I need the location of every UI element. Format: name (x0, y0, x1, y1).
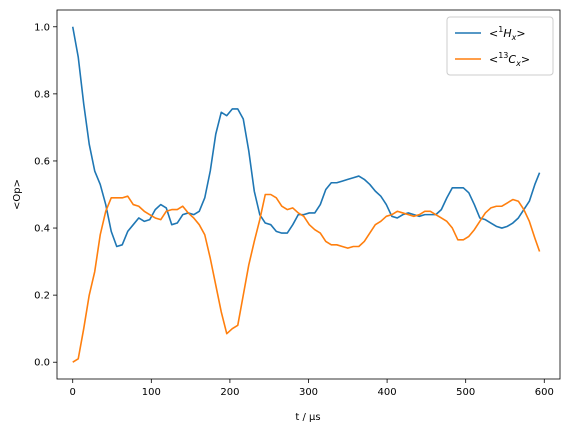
series-line-0 (71, 26, 541, 248)
y-tick-label: 0.2 (34, 291, 50, 302)
x-tick-label: 300 (299, 387, 318, 398)
legend-label-1: <13Cx> (489, 51, 530, 68)
plot-lines (71, 26, 541, 363)
x-axis-label: t / μs (295, 412, 320, 423)
y-axis-label: <Op> (12, 179, 23, 210)
y-tick-label: 0.8 (34, 89, 50, 100)
x-tick-label: 400 (378, 387, 397, 398)
y-tick-label: 0.4 (34, 224, 50, 235)
x-tick-label: 600 (535, 387, 554, 398)
y-tick-label: 0.6 (34, 156, 50, 167)
x-tick-label: 0 (70, 387, 76, 398)
x-tick-label: 200 (220, 387, 239, 398)
legend-box (446, 16, 554, 76)
x-tick-label: 100 (142, 387, 161, 398)
x-axis-ticks: 0 100 200 300 400 500 600 (70, 379, 554, 398)
y-axis-ticks: 0.0 0.2 0.4 0.6 0.8 1.0 (34, 22, 57, 369)
series-line-1 (72, 193, 541, 363)
legend: <1Hx> <13Cx> (446, 16, 554, 76)
y-tick-label: 1.0 (34, 22, 50, 33)
y-tick-label: 0.0 (34, 358, 50, 369)
x-tick-label: 500 (456, 387, 475, 398)
legend-label-0: <1Hx> (489, 25, 526, 42)
